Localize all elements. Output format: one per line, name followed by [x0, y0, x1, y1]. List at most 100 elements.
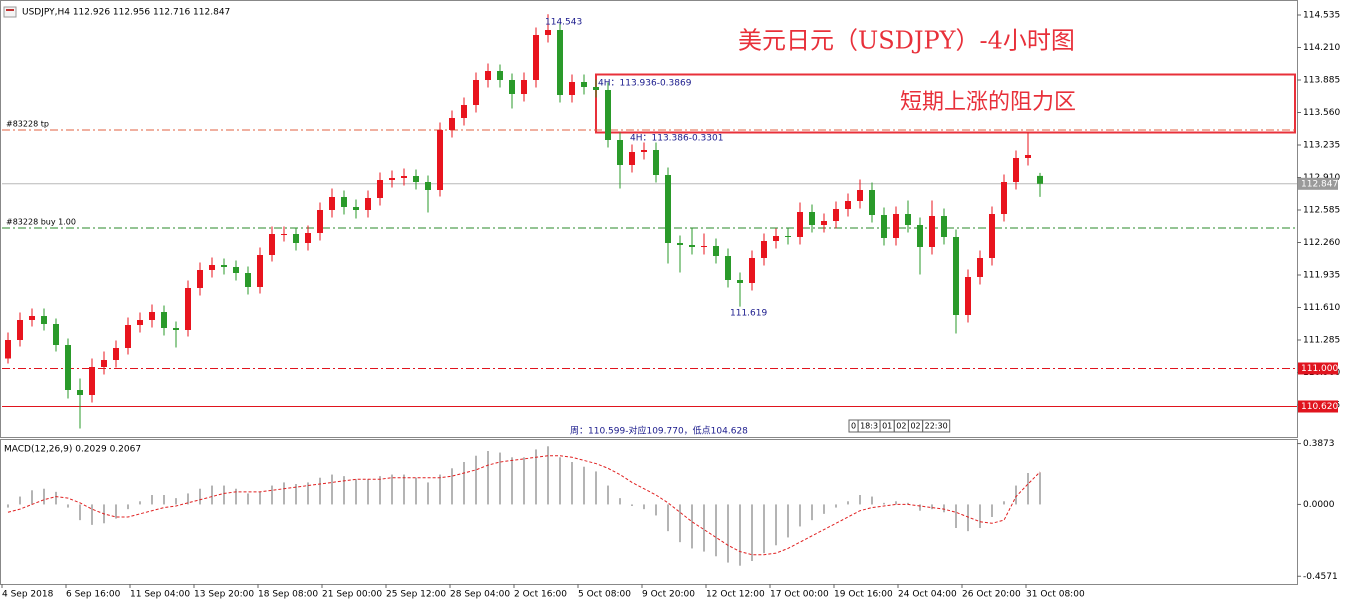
time-mark: 02 — [910, 422, 920, 431]
candle-body — [497, 71, 503, 80]
macd-bar — [859, 495, 861, 505]
time-mark: 18:3 — [860, 422, 878, 431]
time-mark: 0 — [851, 422, 856, 431]
macd-bar — [115, 504, 117, 519]
candle-body — [401, 176, 407, 178]
macd-bar — [643, 504, 645, 510]
macd-bar — [19, 496, 21, 505]
time-mark: 01 — [882, 422, 892, 431]
price-box-label: 110.620 — [1301, 402, 1338, 412]
macd-bar — [943, 504, 945, 513]
macd-bar — [67, 504, 69, 508]
headline: 美元日元（USDJPY）-4小时图 — [738, 27, 1075, 55]
x-tick-label: 31 Oct 08:00 — [1026, 590, 1085, 600]
candle-body — [773, 236, 779, 241]
candle-body — [89, 367, 95, 395]
candle-body — [269, 234, 275, 255]
macd-bar — [31, 490, 33, 505]
macd-bar — [535, 449, 537, 505]
macd-bar — [907, 502, 909, 505]
macd-bar — [163, 495, 165, 505]
candle-body — [473, 80, 479, 105]
macd-bar — [775, 504, 777, 546]
macd-bar — [1027, 473, 1029, 505]
macd-bar — [691, 504, 693, 549]
candle-body — [449, 118, 455, 130]
chart-header: USDJPY,H4 112.926 112.956 112.716 112.84… — [22, 8, 230, 18]
macd-y-tick-label: 0.3873 — [1303, 439, 1335, 449]
candle-body — [389, 178, 395, 180]
candle-body — [185, 288, 191, 330]
candle-body — [413, 176, 419, 182]
candle-body — [257, 255, 263, 287]
macd-y-tick-label: -0.4571 — [1303, 572, 1338, 582]
window-icon-bar — [6, 9, 14, 11]
x-tick-label: 17 Oct 00:00 — [770, 590, 829, 600]
macd-bar — [835, 504, 837, 508]
x-tick-label: 21 Sep 00:00 — [322, 590, 382, 600]
x-tick-label: 24 Oct 04:00 — [898, 590, 957, 600]
level-name: #83228 tp — [6, 120, 49, 129]
level-name: #83228 buy 1.00 — [6, 218, 76, 227]
macd-bar — [55, 491, 57, 505]
candle-body — [797, 212, 803, 237]
x-tick-label: 12 Oct 12:00 — [706, 590, 765, 600]
macd-bar — [283, 482, 285, 505]
macd-bar — [523, 457, 525, 505]
candle-body — [77, 390, 83, 395]
y-tick-label: 114.210 — [1303, 43, 1340, 53]
macd-bar — [931, 504, 933, 510]
x-tick-label: 2 Oct 16:00 — [514, 590, 567, 600]
candle-body — [29, 316, 35, 320]
annotation: 4H：113.936-0.3869 — [598, 79, 692, 89]
candle-body — [917, 225, 923, 247]
candle-body — [53, 324, 59, 345]
candle-body — [833, 209, 839, 221]
macd-bar — [715, 504, 717, 557]
macd-bar — [439, 474, 441, 505]
candle-body — [509, 80, 515, 94]
time-mark: 02 — [896, 422, 906, 431]
candle-body — [965, 277, 971, 315]
x-tick-label: 25 Sep 12:00 — [386, 590, 446, 600]
x-tick-label: 9 Oct 20:00 — [642, 590, 695, 600]
macd-bar — [739, 504, 741, 566]
candle-body — [677, 243, 683, 245]
candle-body — [5, 340, 11, 359]
macd-bar — [475, 455, 477, 505]
candle-body — [1013, 158, 1019, 182]
macd-bar — [415, 477, 417, 505]
candle-body — [161, 312, 167, 328]
macd-bar — [403, 474, 405, 505]
y-tick-label: 111.935 — [1303, 271, 1340, 281]
resistance-zone — [595, 73, 1296, 134]
macd-bar — [883, 502, 885, 505]
macd-bar — [211, 485, 213, 505]
candle-body — [581, 82, 587, 87]
candle-body — [665, 175, 671, 243]
candle-body — [521, 80, 527, 94]
macd-bar — [139, 501, 141, 505]
candle-body — [377, 180, 383, 198]
candle-body — [893, 214, 899, 238]
macd-bar — [355, 479, 357, 505]
x-tick-label: 26 Oct 20:00 — [962, 590, 1021, 600]
macd-bar — [895, 501, 897, 505]
candle-body — [281, 234, 287, 235]
time-mark: 22:30 — [925, 422, 948, 431]
macd-bar — [307, 482, 309, 505]
candle-body — [857, 190, 863, 201]
candle-body — [977, 258, 983, 277]
candle-body — [953, 237, 959, 315]
candle-body — [1001, 182, 1007, 214]
candle-body — [701, 246, 707, 247]
candle-body — [869, 190, 875, 215]
candle-body — [641, 150, 647, 152]
macd-bar — [559, 457, 561, 505]
macd-bar — [247, 493, 249, 505]
candle-body — [245, 273, 251, 287]
macd-bar — [43, 488, 45, 505]
macd-bar — [511, 457, 513, 505]
macd-bar — [655, 504, 657, 516]
